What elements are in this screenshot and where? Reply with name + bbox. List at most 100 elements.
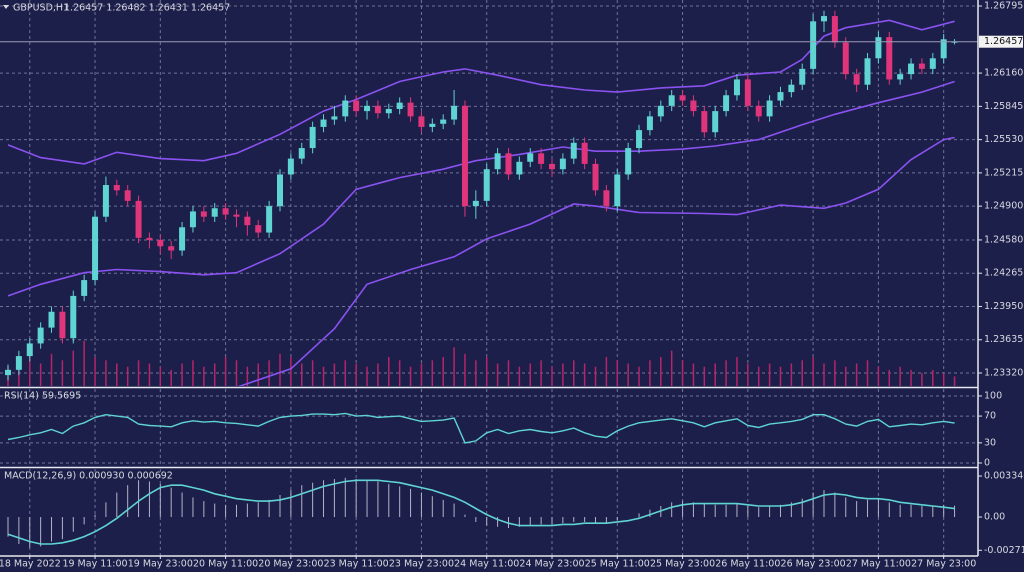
x-tick-label: 24 May 11:00 (454, 559, 519, 570)
candle-body (636, 130, 643, 149)
y-tick-label: 0 (984, 457, 990, 468)
x-tick-label: 27 May 11:00 (846, 559, 911, 570)
candle-body (766, 100, 773, 117)
candle-body (864, 58, 871, 85)
candle-body (918, 63, 925, 69)
candle-body (353, 100, 360, 112)
candle-body (538, 153, 545, 164)
x-tick-label: 24 May 23:00 (519, 559, 584, 570)
x-tick-label: 18 May 2022 (0, 559, 61, 570)
x-tick-label: 20 May 11:00 (193, 559, 258, 570)
candle-body (733, 79, 740, 96)
candle-body (831, 16, 838, 43)
candle-body (244, 216, 251, 226)
candle-body (407, 102, 414, 117)
y-tick-label: 30 (984, 437, 996, 448)
candle-body (266, 206, 273, 233)
candle-body (168, 246, 175, 251)
menu-arrow (3, 5, 9, 9)
x-tick-label: 25 May 23:00 (650, 559, 715, 570)
candle-body (59, 311, 66, 339)
x-tick-label: 25 May 11:00 (585, 559, 650, 570)
rsi-line (7, 412, 955, 444)
candle-body (701, 111, 708, 133)
candle-body (570, 142, 577, 159)
candle-body (287, 158, 294, 175)
candle-body (440, 119, 447, 124)
candle-body (723, 95, 730, 112)
signal-line (7, 479, 955, 545)
candle-body (821, 16, 827, 22)
candle-body (461, 105, 468, 207)
quote: 1.26457 1.26482 1.26431 1.26457 (64, 3, 230, 14)
candle-body (451, 105, 458, 120)
x-tick-label: 23 May 23:00 (389, 559, 454, 570)
candle-body (189, 211, 196, 228)
candle-body (374, 105, 381, 114)
candle-body (668, 95, 675, 106)
candle-body (233, 214, 240, 217)
bollinger-band (7, 19, 955, 165)
x-tick-label: 26 May 23:00 (781, 559, 846, 570)
y-tick-label: 0.003346 (984, 471, 1024, 482)
candle-body (581, 142, 588, 164)
candle-body (603, 190, 610, 207)
y-tick-label: 1.23950 (984, 301, 1023, 312)
candle-body (788, 84, 795, 93)
y-tick-label: 1.25215 (984, 167, 1023, 178)
bollinger-band (7, 80, 955, 297)
y-tick-label: 1.24580 (984, 234, 1023, 245)
candle-body (320, 119, 327, 127)
candle-body (744, 79, 751, 106)
candle-body (646, 116, 653, 131)
candle-body (113, 185, 120, 191)
candle-body (342, 100, 349, 117)
candle-body (690, 100, 697, 112)
candle-body (124, 190, 131, 201)
y-tick-label: 1.26160 (984, 68, 1023, 79)
candle-body (494, 153, 501, 170)
candle-body (157, 239, 164, 247)
y-tick-label: 1.26795 (984, 1, 1023, 12)
rsi-panel (0, 389, 978, 466)
candle-body (146, 237, 153, 240)
candle-body (908, 63, 915, 75)
candle-body (516, 161, 523, 175)
last-price-box (979, 35, 1023, 48)
candle-body (527, 153, 534, 162)
y-tick-label: 0.00 (984, 512, 1005, 523)
candle-body (102, 185, 109, 217)
y-tick-label: 1.25845 (984, 101, 1023, 112)
candle-body (897, 74, 904, 80)
candle-body (429, 123, 436, 127)
y-tick-label: 1.23635 (984, 334, 1023, 345)
candle-body (505, 153, 512, 175)
candle-body (799, 68, 806, 85)
x-tick-label: 20 May 23:00 (258, 559, 323, 570)
candle-body (592, 163, 599, 191)
y-tick-label: 100 (984, 390, 1002, 401)
candle-body (810, 21, 817, 69)
candle-body (777, 92, 784, 101)
rsi-title: RSI(14) 59.5695 (4, 391, 81, 402)
x-tick-label: 23 May 11:00 (324, 559, 389, 570)
bollinger-band (237, 136, 955, 386)
candle-body (37, 327, 44, 344)
y-tick-label: -0.002713 (984, 545, 1024, 556)
candle-body (679, 95, 686, 101)
candle-body (81, 280, 88, 296)
candle-body (625, 148, 632, 175)
candle-body (92, 216, 99, 281)
candle-body (298, 148, 305, 159)
candle-body (179, 227, 186, 251)
candle-body (940, 39, 947, 59)
macd-panel (7, 469, 956, 556)
candle-body (364, 105, 371, 112)
candle-body (929, 58, 936, 69)
y-tick-label: 1.23320 (984, 368, 1023, 379)
x-tick-label: 19 May 23:00 (128, 559, 193, 570)
y-tick-label: 1.25530 (984, 134, 1023, 145)
candle-body (70, 295, 77, 339)
